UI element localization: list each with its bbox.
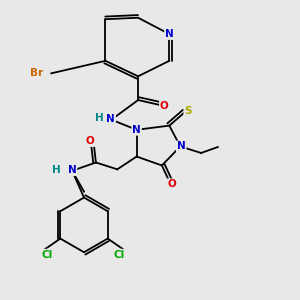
Text: O: O [85, 136, 94, 146]
Text: Cl: Cl [113, 250, 124, 260]
Text: N: N [165, 29, 174, 39]
Text: O: O [160, 101, 169, 111]
Text: N: N [68, 165, 76, 175]
Text: H: H [52, 165, 61, 175]
Text: N: N [177, 141, 186, 152]
Text: N: N [106, 114, 115, 124]
Text: S: S [184, 106, 192, 116]
Text: N: N [132, 125, 141, 135]
Text: Cl: Cl [42, 250, 53, 260]
Text: O: O [168, 179, 177, 189]
Text: Br: Br [30, 68, 43, 78]
Text: H: H [95, 113, 104, 123]
